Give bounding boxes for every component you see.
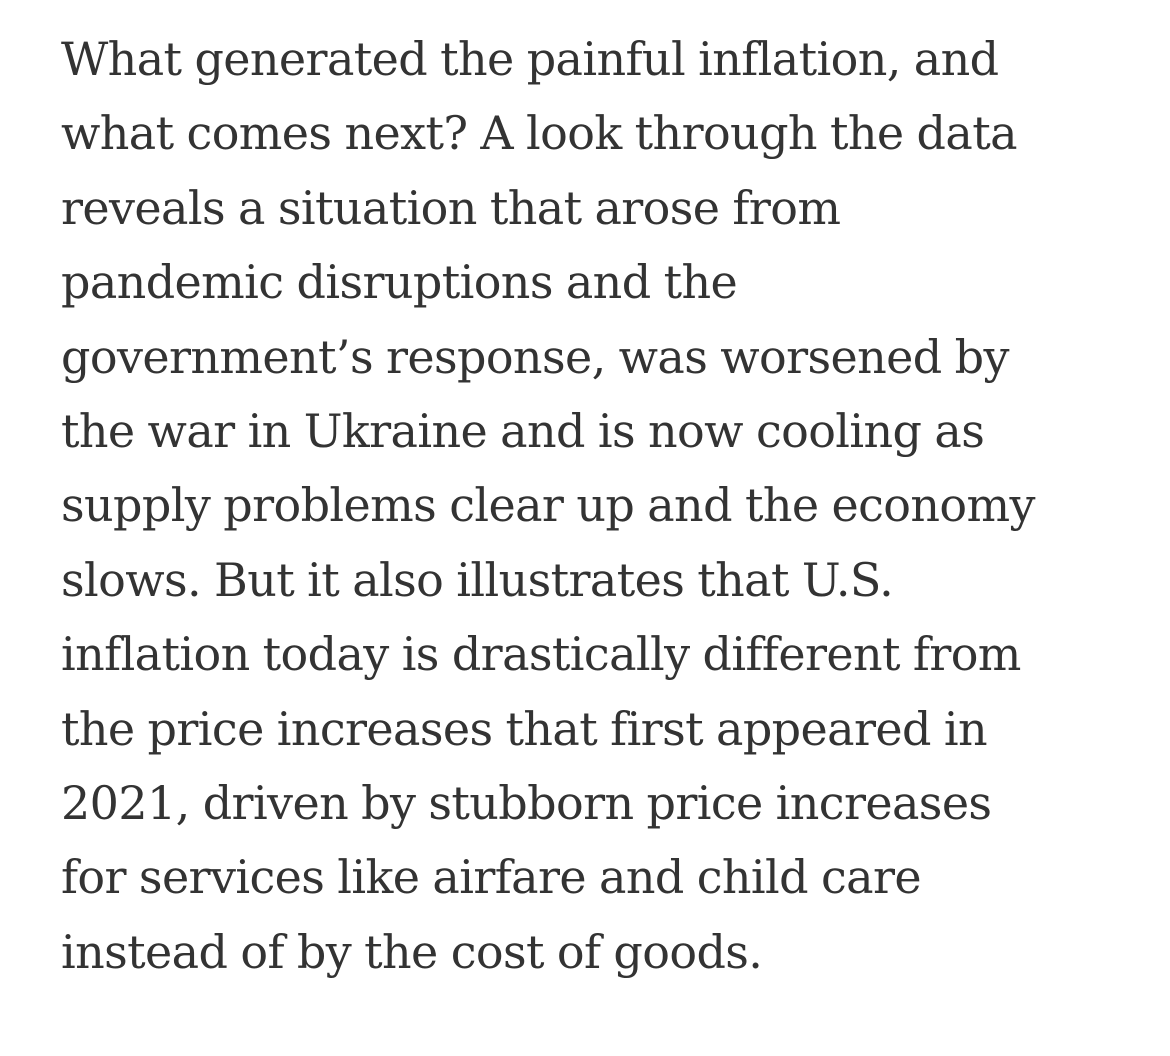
- paragraph-line: slows. But it also illustrates that U.S.: [61, 552, 894, 607]
- paragraph-line: government’s response, was worsened by: [61, 329, 1010, 384]
- paragraph-line: for services like airfare and child care: [61, 850, 922, 905]
- article-paragraph: What generated the painful inflation, an…: [61, 22, 1151, 989]
- paragraph-line: pandemic disruptions and the: [61, 255, 738, 310]
- paragraph-line: supply problems clear up and the economy: [61, 478, 1036, 533]
- paragraph-line: instead of by the cost of goods.: [61, 924, 763, 979]
- paragraph-line: What generated the painful inflation, an…: [61, 32, 999, 86]
- paragraph-line: the war in Ukraine and is now cooling as: [61, 404, 985, 459]
- paragraph-line: the price increases that first appeared …: [61, 701, 988, 756]
- paragraph-line: reveals a situation that arose from: [61, 180, 841, 235]
- paragraph-line: inflation today is drastically different…: [61, 627, 1021, 682]
- paragraph-line: 2021, driven by stubborn price increases: [61, 776, 992, 831]
- paragraph-line: what comes next? A look through the data: [61, 106, 1018, 161]
